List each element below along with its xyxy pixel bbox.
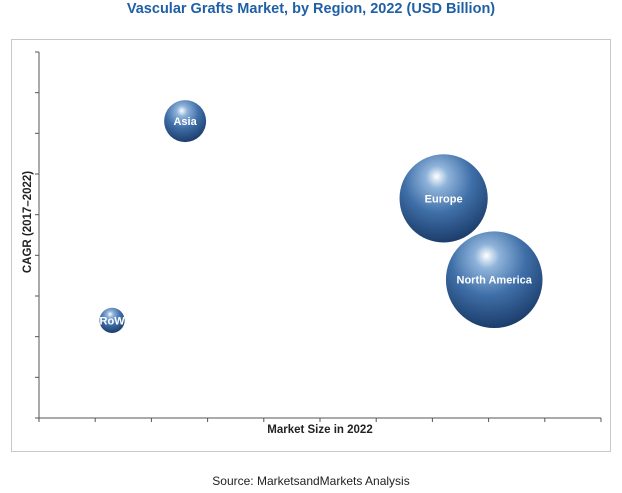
bubbles: Asia Europe North America RoW [99, 100, 543, 333]
bubble-label-europe: Europe [425, 193, 463, 205]
bubble-row [99, 307, 125, 333]
bubble-north-america [445, 231, 543, 329]
bubble-label-north-america: North America [457, 275, 533, 287]
bubble-asia [164, 100, 207, 143]
bubble-label-asia: Asia [173, 116, 197, 128]
bubble-europe [399, 154, 488, 243]
source-note: Source: MarketsandMarkets Analysis [212, 474, 410, 488]
chart-frame [11, 39, 611, 452]
y-axis-label: CAGR (2017–2022) [22, 171, 34, 273]
bubble-label-row: RoW [100, 315, 126, 327]
axes [35, 51, 602, 422]
x-axis-label: Market Size in 2022 [267, 424, 372, 436]
chart-title: Vascular Grafts Market, by Region, 2022 … [126, 1, 496, 17]
